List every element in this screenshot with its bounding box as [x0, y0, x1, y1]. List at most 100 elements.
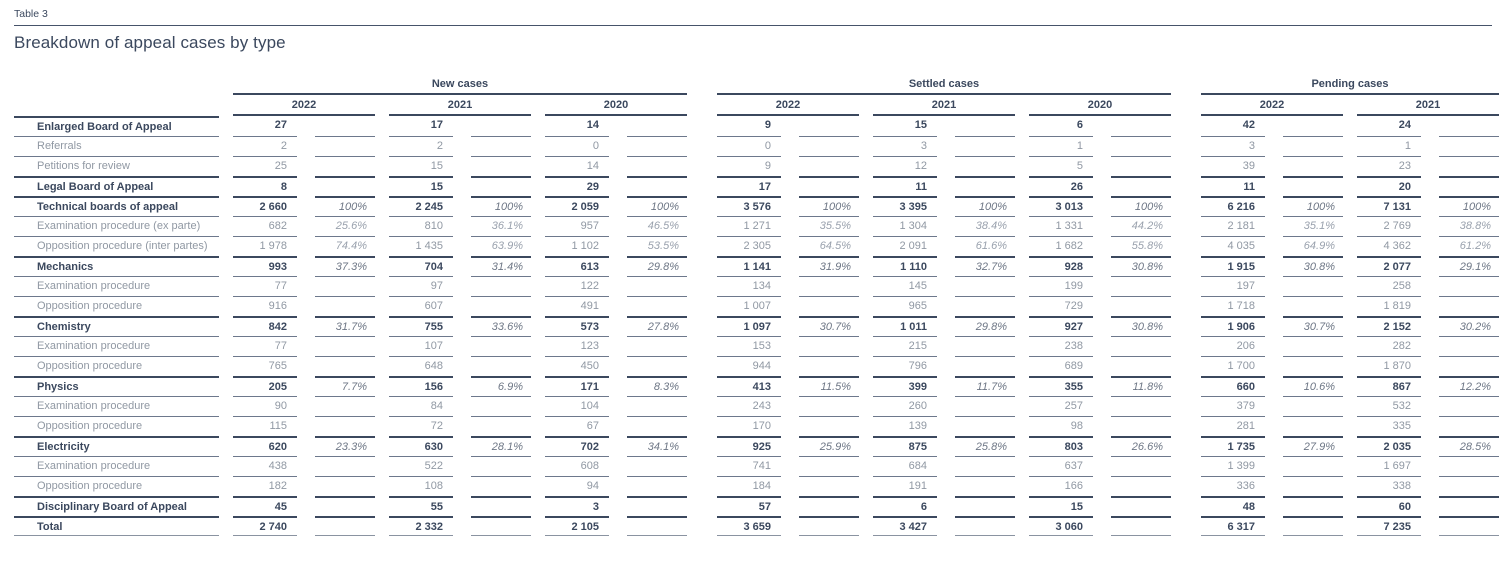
percent-cell: 38.8% [1439, 216, 1499, 236]
count-cell: 5 [1029, 156, 1093, 176]
count-cell: 755 [389, 316, 453, 336]
count-cell: 77 [233, 336, 297, 356]
count-cell: 2 769 [1357, 216, 1421, 236]
percent-cell [315, 156, 375, 176]
count-cell: 11 [1201, 176, 1265, 196]
percent-cell: 61.2% [1439, 236, 1499, 256]
count-cell: 23 [1357, 156, 1421, 176]
count-cell: 108 [389, 476, 453, 496]
group-header-label: Pending cases [1311, 78, 1389, 90]
count-cell: 532 [1357, 396, 1421, 416]
percent-cell: 61.6% [955, 236, 1015, 256]
table-row: Opposition procedure (inter partes) 1 978… [14, 236, 1499, 256]
percent-cell: 25.8% [955, 436, 1015, 456]
header-divider [14, 25, 1492, 26]
percent-cell [1111, 276, 1171, 296]
percent-cell [627, 396, 687, 416]
count-cell: 399 [873, 376, 937, 396]
percent-cell: 35.1% [1283, 216, 1343, 236]
count-cell: 139 [873, 416, 937, 436]
percent-cell [799, 516, 859, 536]
percent-cell [1283, 416, 1343, 436]
count-cell: 704 [389, 256, 453, 276]
percent-cell: 8.3% [627, 376, 687, 396]
count-cell: 29 [545, 176, 609, 196]
percent-cell: 30.8% [1283, 256, 1343, 276]
count-cell: 9 [717, 156, 781, 176]
percent-cell [1439, 416, 1499, 436]
count-cell: 60 [1357, 496, 1421, 516]
percent-cell: 37.3% [315, 256, 375, 276]
count-cell: 2 105 [545, 516, 609, 536]
percent-cell: 11.5% [799, 376, 859, 396]
count-cell: 4 362 [1357, 236, 1421, 256]
percent-cell: 35.5% [799, 216, 859, 236]
count-cell: 3 [545, 496, 609, 516]
percent-cell [1111, 496, 1171, 516]
count-cell: 199 [1029, 276, 1093, 296]
count-cell: 2 [233, 136, 297, 156]
percent-cell: 32.7% [955, 256, 1015, 276]
percent-cell: 30.7% [1283, 316, 1343, 336]
percent-cell: 28.5% [1439, 436, 1499, 456]
row-label: Technical boards of appeal [14, 196, 219, 216]
row-label: Mechanics [14, 256, 219, 276]
percent-cell [955, 456, 1015, 476]
count-cell: 2 [389, 136, 453, 156]
percent-cell [955, 136, 1015, 156]
count-cell: 17 [430, 119, 443, 131]
group-header: New cases [233, 75, 687, 95]
percent-cell [1111, 116, 1171, 136]
percent-cell [1283, 296, 1343, 316]
count-cell: 153 [717, 336, 781, 356]
percent-cell [627, 336, 687, 356]
count-cell: 1 906 [1201, 316, 1265, 336]
count-cell: 438 [233, 456, 297, 476]
count-cell: 257 [1029, 396, 1093, 416]
count-cell: 0 [717, 136, 781, 156]
count-cell: 191 [873, 476, 937, 496]
percent-cell: 29.8% [955, 316, 1015, 336]
percent-cell: 23.3% [315, 436, 375, 456]
count-cell: 338 [1357, 476, 1421, 496]
percent-cell: 100% [1111, 196, 1171, 216]
count-cell: 98 [1029, 416, 1093, 436]
count-cell: 702 [545, 436, 609, 456]
percent-cell: 31.7% [315, 316, 375, 336]
row-label: Total [14, 516, 219, 536]
percent-cell [315, 296, 375, 316]
count-cell: 7 235 [1357, 516, 1421, 536]
count-cell: 20 [1357, 176, 1421, 196]
percent-cell: 25.6% [315, 216, 375, 236]
table-row: Enlarged Board of Appeal 27 17 14 9 15 6 42 24 [14, 116, 1492, 136]
year-header: 2021 [389, 95, 531, 116]
count-cell: 156 [389, 376, 453, 396]
count-cell: 522 [389, 456, 453, 476]
percent-cell [955, 296, 1015, 316]
percent-cell: 28.1% [471, 436, 531, 456]
count-cell: 944 [717, 356, 781, 376]
count-cell: 3 013 [1029, 196, 1093, 216]
percent-cell [471, 116, 531, 136]
count-cell: 115 [233, 416, 297, 436]
percent-cell: 27.8% [627, 316, 687, 336]
count-cell: 15 [389, 176, 453, 196]
count-cell: 613 [545, 256, 609, 276]
count-cell: 1 141 [717, 256, 781, 276]
percent-cell [315, 176, 375, 196]
percent-cell [955, 476, 1015, 496]
percent-cell: 30.7% [799, 316, 859, 336]
count-cell: 0 [545, 136, 609, 156]
table-row: Disciplinary Board of Appeal 45 55 3 57 6 15 48… [14, 496, 1499, 516]
count-cell: 2 332 [389, 516, 453, 536]
count-cell: 215 [873, 336, 937, 356]
count-cell: 1 915 [1201, 256, 1265, 276]
table-row: Referrals 2 2 0 0 3 1 3 1 [14, 136, 1499, 156]
table-row: Opposition procedure 115 72 67 170 139 98 281 33… [14, 416, 1499, 436]
count-cell: 9 [764, 119, 771, 131]
count-cell: 3 427 [873, 516, 937, 536]
count-cell: 1 304 [873, 216, 937, 236]
count-cell: 689 [1029, 356, 1093, 376]
count-cell: 2 305 [717, 236, 781, 256]
count-cell: 206 [1201, 336, 1265, 356]
